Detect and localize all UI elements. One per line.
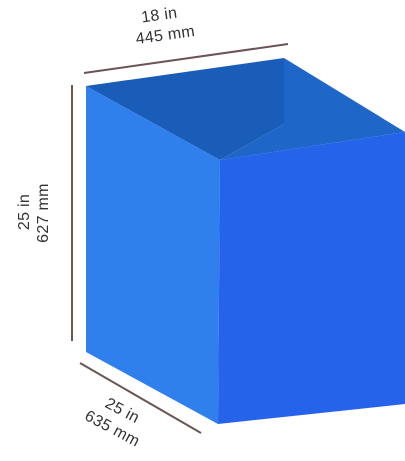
box-inner-right-face <box>220 58 405 160</box>
depth-dimension-line <box>79 362 202 434</box>
box-inner-back-face <box>86 58 284 160</box>
box-front-face <box>218 132 405 424</box>
height-dimension-inches: 25 in <box>16 194 33 230</box>
top-dimension-mm: 445 mm <box>135 23 196 48</box>
top-dimension-inches: 18 in <box>140 5 178 27</box>
top-dimension-line <box>83 43 289 74</box>
height-dimension-mm: 627 mm <box>35 183 52 243</box>
box-left-face <box>86 86 220 424</box>
